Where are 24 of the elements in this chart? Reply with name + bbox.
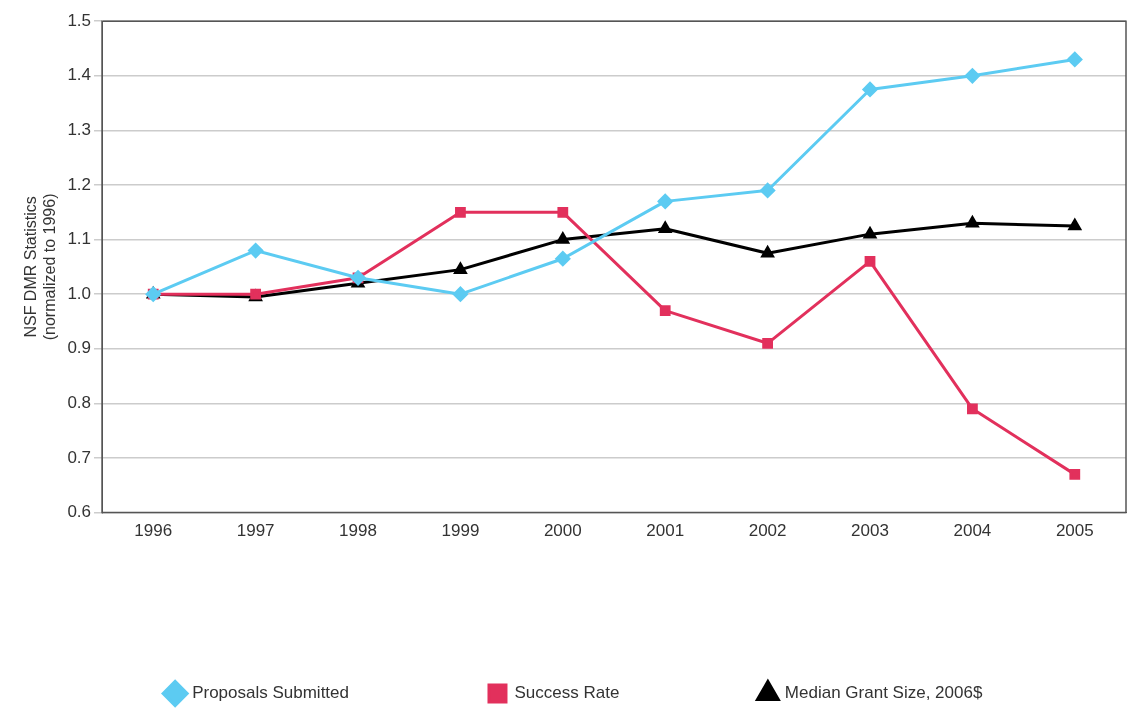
x-tick-label: 2005	[1055, 521, 1094, 541]
x-tick-label: 2004	[953, 521, 992, 541]
x-tick-label: 2001	[646, 521, 685, 541]
y-tick-label: 1.2	[67, 174, 92, 194]
x-tick-label: 1996	[134, 521, 173, 541]
y-tick-label: 1.3	[67, 120, 92, 140]
x-tick-label: 1997	[236, 521, 275, 541]
x-tick-label: 1998	[339, 521, 377, 541]
y-tick-label: 0.9	[67, 338, 92, 358]
x-tick-label: 1999	[441, 521, 480, 541]
y-tick-label: 0.8	[67, 393, 92, 413]
y-tick-label: 1.5	[67, 10, 92, 30]
y-tick-label: 1.0	[67, 283, 92, 303]
x-tick-label: 2000	[543, 521, 582, 541]
legend-label: Median Grant Size, 2006$	[784, 683, 983, 703]
legend-label: Proposals Submitted	[192, 683, 349, 703]
y-axis-title: NSF DMR Statistics (normalized to 1996)	[22, 193, 59, 341]
y-tick-label: 0.7	[67, 447, 92, 467]
x-tick-label: 2002	[748, 521, 787, 541]
legend-label: Success Rate	[514, 683, 620, 703]
y-tick-label: 1.1	[67, 229, 92, 249]
x-tick-label: 2003	[851, 521, 889, 541]
y-tick-label: 0.6	[67, 502, 92, 522]
y-tick-label: 1.4	[67, 65, 92, 85]
